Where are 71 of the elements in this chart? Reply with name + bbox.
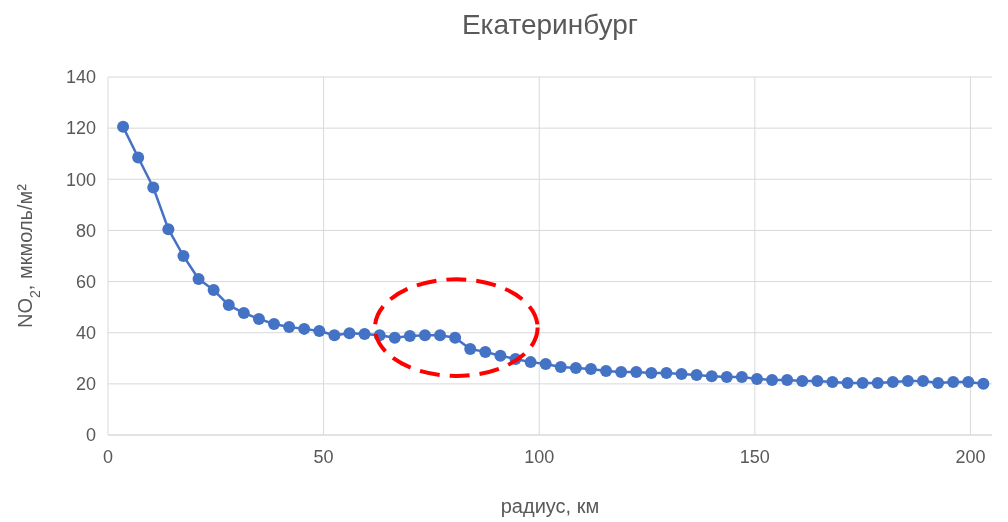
point (464, 343, 477, 356)
point (283, 321, 296, 334)
point (962, 376, 975, 389)
point (524, 356, 537, 369)
point (268, 318, 281, 331)
point (207, 284, 220, 297)
point (539, 357, 552, 370)
point (917, 375, 930, 388)
point (147, 181, 160, 194)
chart-title: Екатеринбург (461, 9, 639, 40)
point (434, 329, 447, 342)
point (750, 373, 763, 385)
point (388, 331, 401, 344)
point (162, 223, 175, 236)
point (343, 327, 356, 340)
y-tick-label: 20 (75, 374, 96, 395)
point (494, 349, 507, 362)
point (600, 365, 613, 378)
y-tick-label: 100 (65, 169, 96, 190)
point (675, 367, 688, 380)
point (735, 370, 748, 383)
x-tick-label: 100 (524, 447, 555, 467)
point (313, 324, 326, 337)
point (871, 377, 884, 390)
point (645, 367, 658, 380)
x-axis-title: радиус, км (500, 495, 600, 517)
point (781, 374, 794, 387)
point (720, 370, 733, 383)
point (766, 374, 779, 387)
point (177, 250, 190, 262)
x-tick-label: 200 (955, 447, 986, 467)
y-tick-label: 80 (75, 220, 96, 241)
point (252, 312, 265, 325)
point (886, 376, 899, 389)
point (479, 345, 492, 358)
point (358, 327, 371, 340)
y-tick-label: 60 (75, 271, 96, 292)
point (947, 376, 960, 389)
point (705, 370, 718, 383)
x-tick-label: 150 (739, 447, 770, 467)
point (132, 151, 145, 164)
point (901, 375, 914, 388)
y-tick-label: 140 (65, 67, 96, 88)
point (630, 366, 643, 379)
point (298, 322, 311, 335)
point (554, 360, 567, 373)
point (856, 377, 869, 390)
point (192, 273, 205, 286)
point (977, 377, 990, 390)
point (690, 368, 703, 381)
point (826, 376, 839, 389)
point (403, 330, 416, 343)
point (449, 331, 462, 344)
point (222, 299, 235, 312)
point (660, 367, 673, 380)
point (117, 120, 130, 133)
point (615, 366, 628, 379)
point (237, 307, 250, 320)
point (584, 363, 597, 376)
point (569, 362, 582, 374)
point (796, 375, 809, 388)
x-tick-label: 0 (102, 447, 114, 467)
point (811, 375, 824, 388)
point (418, 329, 431, 342)
x-tick-label: 50 (313, 447, 334, 467)
point (328, 329, 341, 342)
y-tick-label: 120 (65, 118, 96, 139)
y-tick-label: 0 (85, 425, 96, 446)
point (932, 377, 945, 390)
y-tick-label: 40 (75, 323, 96, 344)
point (841, 377, 854, 390)
